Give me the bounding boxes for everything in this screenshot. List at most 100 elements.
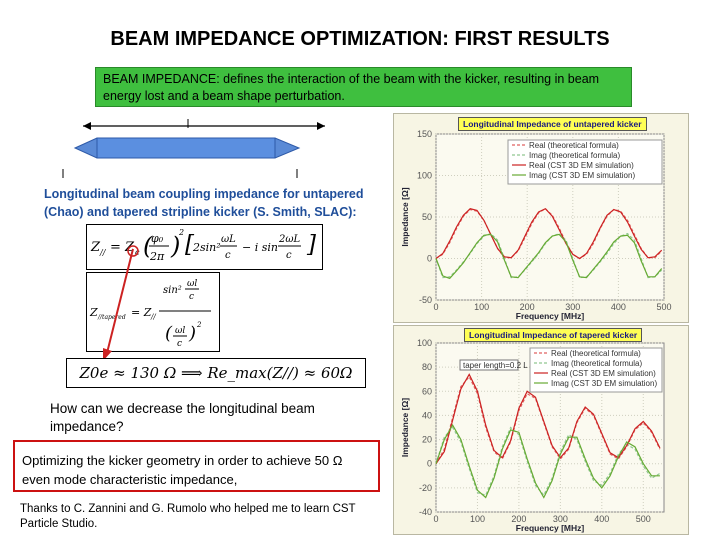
legend-entry: Real (CST 3D EM simulation) — [551, 369, 656, 378]
svg-text:2: 2 — [178, 228, 184, 237]
x-tick-label: 100 — [474, 302, 489, 312]
x-tick-label: 300 — [553, 514, 568, 524]
x-tick-label: 100 — [470, 514, 485, 524]
chart-tapered: 0 100 200 300 400 500 -40 -20 0 20 40 60 80 100 Freque… — [393, 325, 689, 535]
legend-entry: Imag (CST 3D EM simulation) — [551, 379, 657, 388]
chart-tapered-title: Longitudinal Impedance of tapered kicker — [464, 328, 643, 342]
y-tick-label: 0 — [427, 254, 432, 264]
svg-text://tapered: //tapered — [97, 314, 126, 321]
chart-legend: Real (theoretical formula)Imag (theoreti… — [507, 139, 663, 185]
series-line — [435, 426, 661, 497]
series-line — [435, 373, 661, 465]
y-tick-label: 50 — [422, 212, 432, 222]
svg-text:(: ( — [143, 232, 153, 260]
coupling-impedance-text: Longitudinal beam coupling impedance for… — [44, 187, 364, 219]
red-arrow-shaft — [106, 248, 134, 354]
y-tick-label: 0 — [427, 459, 432, 469]
svg-text:− i sin: − i sin — [242, 241, 278, 254]
y-tick-label: 100 — [417, 338, 432, 348]
legend-box — [529, 347, 663, 393]
tapered-formula-graphic: Z //tapered = Z // sin² ωl c ωl c ( ) 2 — [89, 279, 211, 349]
chart-untapered: 0 100 200 300 400 500 -50 0 50 100 150 Frequency [M… — [393, 113, 689, 323]
y-tick-label: 40 — [422, 410, 432, 420]
svg-text:ωl: ωl — [187, 279, 197, 289]
chart-untapered-title: Longitudinal Impedance of untapered kick… — [458, 117, 647, 131]
x-tick-label: 200 — [511, 514, 526, 524]
x-tick-label: 400 — [611, 302, 626, 312]
x-tick-label: 0 — [433, 514, 438, 524]
legend-entry: Real (theoretical formula) — [529, 141, 619, 150]
y-tick-label: 80 — [422, 362, 432, 372]
legend-entry: Imag (theoretical formula) — [529, 151, 620, 160]
legend-entry: Real (CST 3D EM simulation) — [529, 161, 634, 170]
svg-text:ωl: ωl — [175, 326, 185, 336]
untapered-formula: Z // = Z c ( φ₀ 2π ) 2 [ 2sin² ωL c − i … — [86, 224, 323, 270]
series-line — [435, 233, 663, 280]
svg-text:Z: Z — [89, 306, 98, 319]
svg-text:φ₀: φ₀ — [151, 232, 164, 245]
x-tick-label: 0 — [433, 302, 438, 312]
annotation-box — [459, 359, 519, 371]
y-tick-label: 100 — [417, 171, 432, 181]
svg-text:ωL: ωL — [221, 234, 236, 245]
thanks-text: Thanks to C. Zannini and G. Rumolo who h… — [20, 503, 356, 530]
series-line — [435, 423, 660, 499]
svg-text:): ) — [188, 323, 196, 344]
x-tick-label: 500 — [636, 514, 651, 524]
svg-text:= Z: = Z — [131, 306, 152, 319]
legend-entry: Imag (CST 3D EM simulation) — [529, 171, 635, 180]
x-tick-label: 300 — [565, 302, 580, 312]
x-tick-label: 500 — [656, 302, 671, 312]
tapered-formula: Z //tapered = Z // sin² ωl c ωl c ( ) 2 — [86, 272, 220, 352]
kicker-schematic — [62, 119, 325, 178]
x-tick-label: 200 — [520, 302, 535, 312]
svg-text:[: [ — [185, 232, 195, 258]
svg-text:c: c — [177, 339, 182, 349]
impedance-result-formula: Z0e ≈ 130 Ω ⟹ Re_max(Z//) ≈ 60Ω — [66, 358, 366, 388]
legend-entry: Imag (theoretical formula) — [551, 359, 642, 368]
x-tick-label: 400 — [594, 514, 609, 524]
svg-text:c: c — [286, 250, 292, 261]
chart-tapered-svg: 0 100 200 300 400 500 -40 -20 0 20 40 60 80 100 Freque… — [400, 338, 665, 533]
svg-text:c: c — [189, 292, 194, 302]
stripline-electrode — [96, 137, 276, 159]
y-tick-label: 60 — [422, 386, 432, 396]
svg-text:]: ] — [306, 232, 316, 258]
svg-text:Z: Z — [90, 240, 101, 255]
svg-text:(: ( — [165, 323, 173, 344]
legend-box — [507, 139, 663, 185]
series-line — [435, 207, 663, 260]
y-tick-label: 20 — [422, 435, 432, 445]
legend-entry: Real (theoretical formula) — [551, 349, 641, 358]
arrow-head-right — [317, 122, 325, 130]
svg-text:2π: 2π — [149, 250, 165, 263]
chart-annotation: taper length=0.2 L — [463, 361, 528, 370]
svg-text:): ) — [170, 232, 180, 260]
svg-text:c: c — [225, 250, 231, 261]
y-axis-label: Impedance [Ω] — [400, 398, 410, 457]
svg-text://: // — [150, 313, 156, 321]
y-tick-label: -40 — [419, 507, 432, 517]
chart-legend: Real (theoretical formula)Imag (theoreti… — [529, 347, 663, 393]
svg-text:sin²: sin² — [163, 285, 182, 296]
red-arrow-head — [103, 348, 112, 361]
y-tick-label: -50 — [419, 295, 432, 305]
svg-text:2: 2 — [196, 321, 202, 329]
optimizing-box: Optimizing the kicker geometry in order … — [13, 440, 380, 492]
x-axis-label: Frequency [MHz] — [516, 311, 585, 321]
svg-text:2ωL: 2ωL — [278, 234, 301, 245]
series-line — [435, 207, 663, 260]
question-text: How can we decrease the longitudinal bea… — [50, 401, 315, 434]
y-tick-label: 150 — [417, 129, 432, 139]
definition-box: BEAM IMPEDANCE: defines the interaction … — [95, 67, 632, 107]
red-circle-marker — [127, 245, 139, 257]
svg-text:= Z: = Z — [110, 240, 135, 255]
page-title: BEAM IMPEDANCE OPTIMIZATION: FIRST RESUL… — [110, 28, 610, 50]
arrow-head-left — [83, 122, 91, 130]
svg-text://: // — [99, 248, 107, 257]
y-axis-label: Impedance [Ω] — [400, 187, 410, 246]
x-axis-label: Frequency [MHz] — [516, 523, 585, 533]
red-arrow — [103, 245, 139, 361]
svg-text:2sin²: 2sin² — [192, 241, 221, 254]
